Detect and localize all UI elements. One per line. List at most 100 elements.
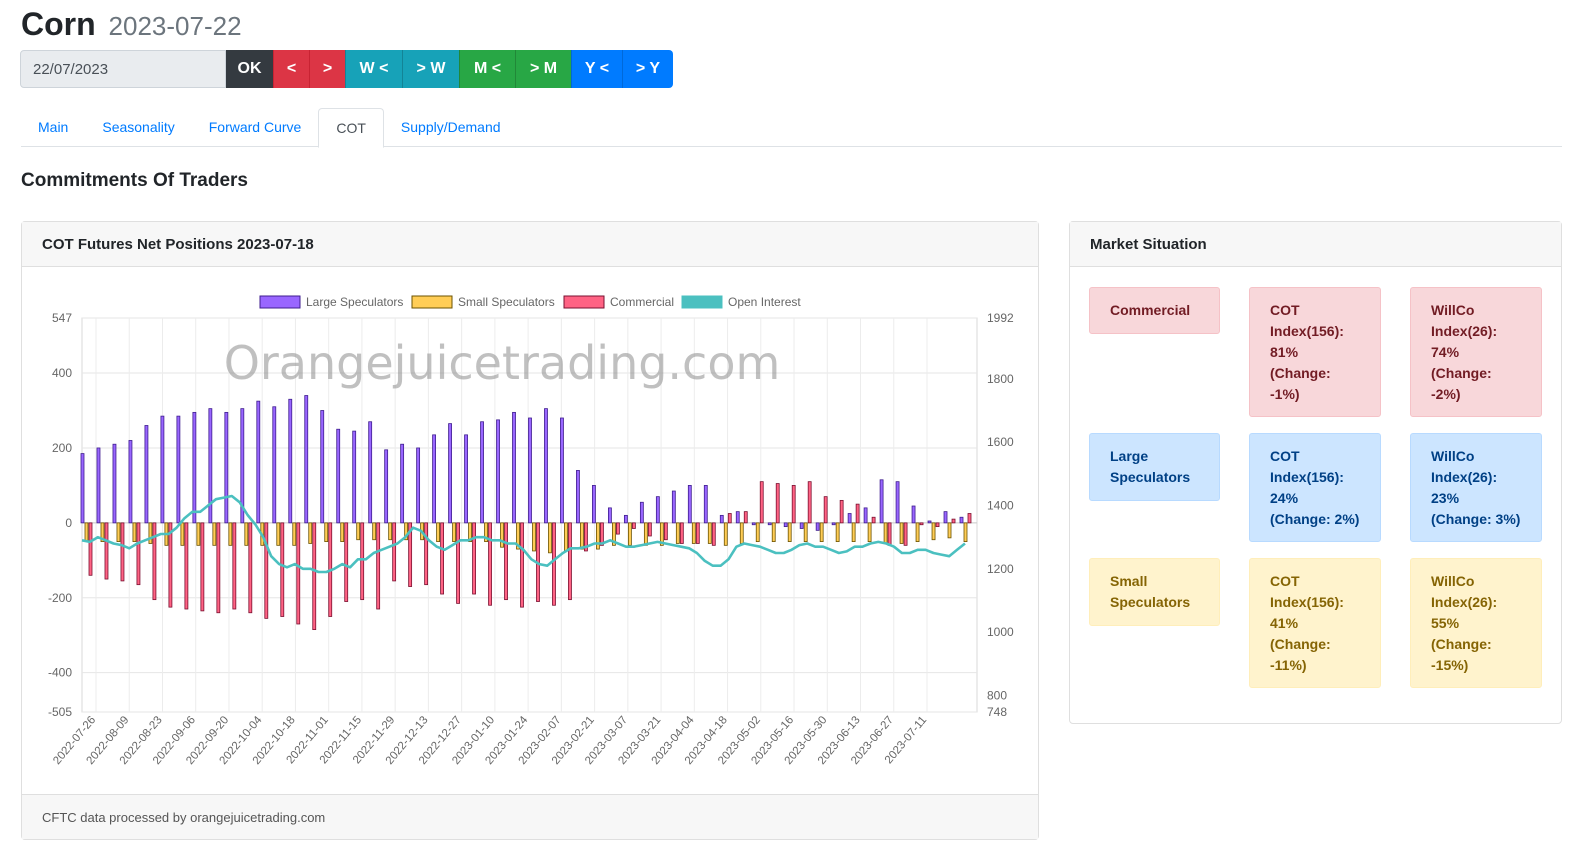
cot-chart: 547 400 200 0 -200 -400 -505 1992 1800 1600 1400 12… bbox=[48, 295, 1014, 767]
commercial-bar bbox=[584, 522, 588, 552]
legend-label: Open Interest bbox=[728, 295, 801, 309]
commercial-bar bbox=[504, 522, 508, 601]
small-speculators-bar bbox=[787, 522, 792, 542]
tab-cot[interactable]: COT bbox=[318, 108, 384, 148]
large-speculators-bar bbox=[751, 522, 756, 526]
commercial-willco-index: WillCo Index(26): 74% (Change: -2%) bbox=[1410, 287, 1542, 417]
small-speculators-bar bbox=[244, 522, 249, 546]
small-speculators-bar bbox=[84, 522, 89, 542]
large-speculators-bar bbox=[879, 479, 884, 524]
commercial-bar bbox=[264, 522, 269, 619]
date-input[interactable] bbox=[20, 50, 226, 88]
tab-supply-demand[interactable]: Supply/Demand bbox=[400, 119, 501, 135]
small-speculators-bar bbox=[627, 522, 632, 546]
small-speculators-bar bbox=[484, 522, 488, 542]
week-next-button[interactable]: > W bbox=[402, 50, 459, 88]
small-speculators-bar bbox=[819, 522, 824, 542]
legend-swatch bbox=[563, 295, 605, 309]
small-speculators-bar bbox=[388, 522, 393, 541]
commercial-bar bbox=[711, 522, 716, 546]
small-speculators-bar bbox=[612, 522, 616, 546]
year-prev-button[interactable]: Y < bbox=[571, 50, 622, 88]
commercial-bar bbox=[520, 522, 524, 608]
tab-forward-curve[interactable]: Forward Curve bbox=[208, 119, 302, 135]
y-left-tick-label: 400 bbox=[52, 366, 72, 380]
month-next-button[interactable]: > M bbox=[515, 50, 571, 88]
small-speculators-willco-index: WillCo Index(26): 55% (Change: -15%) bbox=[1410, 558, 1542, 688]
commercial-bar bbox=[823, 496, 828, 524]
commercial-bar bbox=[919, 522, 924, 526]
legend-swatch bbox=[259, 295, 301, 309]
small-speculators-bar bbox=[659, 522, 664, 546]
chart-card: COT Futures Net Positions 2023-07-18 547… bbox=[21, 221, 1039, 840]
chart-card-footer: CFTC data processed by orangejuicetradin… bbox=[22, 794, 1038, 839]
large-speculators-bar bbox=[176, 415, 181, 524]
small-speculators-bar bbox=[867, 522, 872, 542]
ok-button[interactable]: OK bbox=[226, 50, 273, 88]
large-speculators-bar bbox=[592, 485, 596, 524]
commercial-bar bbox=[232, 522, 237, 610]
large-speculators-bar bbox=[831, 522, 836, 526]
small-speculators-bar bbox=[851, 522, 856, 542]
large-speculators-bar bbox=[192, 411, 197, 524]
week-prev-button[interactable]: W < bbox=[345, 50, 402, 88]
small-speculators-bar bbox=[372, 522, 377, 541]
large-speculators-bar bbox=[240, 408, 245, 524]
commercial-bar bbox=[839, 499, 844, 524]
day-next-button[interactable]: > bbox=[309, 50, 345, 88]
large-speculators-bar bbox=[943, 511, 948, 524]
day-prev-button[interactable]: < bbox=[273, 50, 309, 88]
large-speculators-bar bbox=[576, 470, 580, 524]
commercial-bar bbox=[280, 522, 285, 617]
commercial-bar bbox=[631, 522, 636, 529]
small-speculators-bar bbox=[803, 522, 808, 542]
commercial-bar bbox=[855, 503, 860, 524]
small-speculators-bar bbox=[963, 522, 968, 542]
tab-seasonality[interactable]: Seasonality bbox=[102, 119, 175, 135]
large-speculators-bar bbox=[416, 447, 421, 524]
large-speculators-bar bbox=[847, 513, 852, 524]
small-speculators-bar bbox=[180, 522, 185, 546]
commercial-bar bbox=[903, 522, 908, 546]
large-speculators-bar bbox=[799, 522, 804, 529]
large-speculators-bar bbox=[432, 434, 437, 524]
commercial-bar bbox=[967, 513, 972, 524]
large-speculators-bar bbox=[144, 425, 149, 524]
commercial-bar bbox=[376, 522, 381, 610]
large-speculators-bar bbox=[480, 421, 484, 524]
small-speculators-bar bbox=[116, 522, 121, 542]
large-speculators-bar bbox=[783, 522, 788, 528]
commercial-bar bbox=[775, 483, 780, 524]
commercial-bar bbox=[200, 522, 205, 612]
large-speculators-bar bbox=[336, 428, 341, 524]
large-speculators-bar bbox=[224, 411, 229, 524]
small-speculators-bar bbox=[548, 522, 552, 554]
small-speculators-bar bbox=[691, 522, 696, 544]
large-speculators-bar bbox=[671, 490, 676, 524]
y-left-tick-label: 0 bbox=[65, 516, 72, 530]
large-speculators-bar bbox=[735, 511, 740, 524]
small-speculators-bar bbox=[947, 522, 952, 539]
small-speculators-bar bbox=[915, 522, 920, 542]
commercial-label: Commercial bbox=[1089, 287, 1220, 334]
small-speculators-bar bbox=[675, 522, 680, 544]
year-next-button[interactable]: > Y bbox=[622, 50, 673, 88]
small-speculators-bar bbox=[564, 522, 568, 552]
small-speculators-bar bbox=[148, 522, 153, 544]
commercial-bar bbox=[679, 522, 684, 544]
small-speculators-bar bbox=[340, 522, 345, 542]
y-left-tick-label: 200 bbox=[52, 441, 72, 455]
large-speculators-bar bbox=[448, 423, 452, 524]
y-left-tick-label: -200 bbox=[48, 591, 72, 605]
commercial-bar bbox=[360, 522, 365, 601]
small-speculators-bar bbox=[739, 522, 744, 544]
commercial-bar bbox=[296, 522, 301, 625]
large-speculators-bar bbox=[368, 421, 373, 524]
large-speculators-bar bbox=[304, 395, 309, 524]
month-prev-button[interactable]: M < bbox=[459, 50, 515, 88]
large-speculators-bar bbox=[544, 408, 548, 524]
commercial-bar bbox=[216, 522, 221, 614]
small-speculators-bar bbox=[835, 522, 840, 542]
large-speculators-bar bbox=[623, 514, 628, 524]
tab-main[interactable]: Main bbox=[38, 119, 69, 135]
